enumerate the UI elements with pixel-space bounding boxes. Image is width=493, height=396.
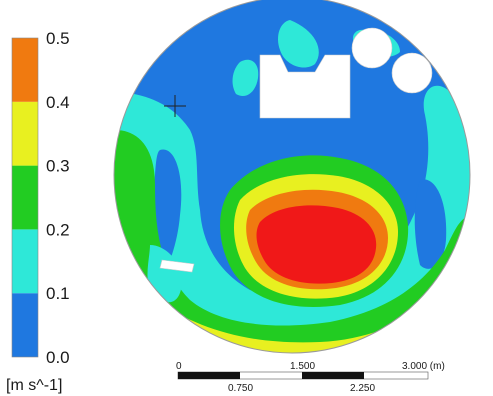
scale-label-750: 0.750 [228,383,253,394]
legend-tick-label: 0.5 [46,29,70,48]
contour-max-core [256,205,377,284]
obstacle-block [259,54,351,119]
scale-label-2250: 2.250 [350,383,375,394]
contour-field [114,0,470,353]
scale-bar-segment-3 [302,372,364,379]
contour-band-0-right-pocket [414,179,447,269]
scale-label-1500: 1.500 [290,361,315,372]
scale-label-3000: 3.000 (m) [402,361,445,372]
legend-tick-label: 0.1 [46,284,70,303]
scale-bar: 0 1.500 3.000 (m) 0.750 2.250 [176,361,445,394]
legend-band-1 [12,229,38,294]
obstacle-plate [159,259,195,273]
legend-bands [11,37,39,358]
contour-band-1-lower-left [147,245,182,303]
velocity-contour-plot: 0 1.500 3.000 (m) 0.750 2.250 [113,0,471,394]
legend-band-2 [12,165,38,230]
obstacle-cylinder-2 [391,52,433,94]
contour-band-1-topleft [232,59,259,97]
obstacle-cylinder-1 [351,27,393,69]
crosshair-icon [164,95,186,117]
legend-ticks: 0.0 0.1 0.2 0.3 0.4 0.5 [46,29,70,367]
legend-unit-label: [m s^-1] [6,377,62,394]
color-legend: 0.0 0.1 0.2 0.3 0.4 0.5 [m s^-1] [6,29,70,394]
scale-label-0: 0 [176,361,182,372]
legend-tick-label: 0.3 [46,157,70,176]
legend-band-3 [12,101,38,166]
contour-band-1-top [278,20,319,68]
legend-tick-label: 0.0 [46,348,70,367]
legend-tick-label: 0.4 [46,93,70,112]
legend-band-0 [12,293,38,357]
legend-frame [11,37,39,358]
legend-band-4 [12,38,38,102]
contour-band-0-left-pocket [153,149,182,275]
domain-boundary [113,0,471,354]
legend-tick-label: 0.2 [46,220,70,239]
contour-band-3-bottom [114,300,470,353]
scale-bar-segment-1 [178,372,240,379]
